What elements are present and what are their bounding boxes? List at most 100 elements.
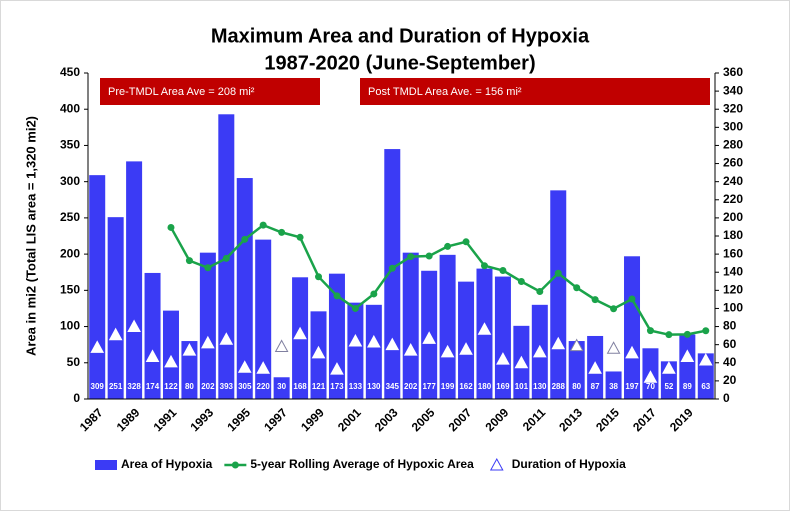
bar (550, 190, 567, 399)
y2-tick-label: 140 (723, 264, 743, 278)
bar (384, 149, 401, 399)
y-tick-label: 150 (60, 283, 80, 297)
marker (606, 341, 621, 354)
y2-tick-label: 280 (723, 138, 743, 152)
marker (311, 345, 326, 359)
y2-tick-label: 200 (723, 210, 743, 224)
line-point (628, 295, 636, 303)
bar-value-label: 305 (238, 382, 252, 391)
marker (643, 370, 658, 383)
marker (477, 322, 492, 335)
bar (236, 178, 253, 399)
legend-swatch (95, 460, 117, 470)
y-tick-label: 250 (60, 210, 80, 224)
y-tick-label: 300 (60, 174, 80, 188)
line-point (702, 327, 710, 335)
y-tick-label: 400 (60, 101, 80, 115)
bar-value-label: 345 (386, 382, 400, 391)
bar-value-label: 133 (349, 382, 363, 391)
y-tick-label: 200 (60, 246, 80, 260)
bar-value-label: 174 (146, 382, 160, 391)
bar (365, 304, 382, 399)
marker (385, 337, 400, 351)
y2-tick-label: 0 (723, 391, 730, 405)
legend-label: Area of Hypoxia (121, 457, 213, 471)
marker (256, 361, 271, 374)
line-point (296, 233, 304, 241)
legend-label: Duration of Hypoxia (512, 457, 626, 471)
line-point (388, 264, 396, 272)
line-point (425, 252, 433, 260)
line-point (241, 235, 249, 243)
y2-tick-label: 20 (723, 373, 737, 387)
marker (145, 349, 160, 362)
line-point (351, 304, 359, 312)
marker (459, 342, 473, 355)
legend-swatch (489, 457, 504, 471)
bar-value-label: 220 (257, 382, 271, 391)
bar (568, 341, 585, 399)
bar-value-label: 202 (201, 382, 215, 391)
line-point (278, 228, 286, 236)
bar-value-label: 52 (664, 382, 673, 391)
y2-tick-label: 100 (723, 301, 743, 315)
marker (440, 344, 455, 358)
bar-value-label: 38 (609, 382, 618, 391)
line-point (370, 290, 378, 298)
bar (107, 217, 124, 399)
line-point (315, 273, 323, 281)
bar-value-label: 101 (515, 382, 529, 391)
marker (201, 335, 215, 349)
bar-value-label: 251 (109, 382, 123, 391)
y-tick-label: 50 (67, 355, 81, 369)
bar-value-label: 169 (496, 382, 510, 391)
bar-value-label: 173 (330, 382, 344, 391)
bar-value-label: 328 (127, 382, 141, 391)
marker (662, 361, 676, 374)
bar (679, 334, 696, 399)
line-point (444, 242, 452, 250)
line-point (407, 253, 415, 261)
line-point (517, 277, 525, 285)
line-point (536, 287, 544, 295)
y2-tick-label: 320 (723, 101, 743, 115)
bar-value-label: 130 (367, 382, 381, 391)
marker (274, 339, 289, 352)
bar-value-label: 89 (683, 382, 692, 391)
bar-value-label: 130 (533, 382, 547, 391)
bar-value-label: 202 (404, 382, 418, 391)
chart-title: Maximum Area and Duration of Hypoxia (211, 25, 590, 47)
annotation-box (360, 78, 710, 105)
line-point (167, 223, 175, 231)
bar-value-label: 80 (572, 382, 581, 391)
bar-value-label: 288 (552, 382, 566, 391)
bar (624, 256, 641, 399)
bar-value-label: 162 (459, 382, 473, 391)
line-point (222, 254, 230, 262)
bar (89, 175, 106, 399)
chart-subtitle: 1987-2020 (June-September) (264, 52, 535, 74)
line-point (573, 284, 581, 292)
bar-value-label: 199 (441, 382, 455, 391)
bar (402, 252, 419, 399)
bar (199, 252, 216, 399)
y2-tick-label: 40 (723, 355, 737, 369)
bar-value-label: 80 (185, 382, 194, 391)
marker (625, 345, 639, 359)
marker (551, 336, 566, 350)
y-tick-label: 350 (60, 138, 80, 152)
line-point (554, 269, 562, 277)
bar (439, 254, 456, 399)
marker (403, 343, 418, 356)
marker (219, 332, 234, 345)
bar-value-label: 393 (220, 382, 234, 391)
bar-value-label: 70 (646, 382, 655, 391)
y-tick-label: 100 (60, 319, 80, 333)
bar-value-label: 197 (625, 382, 639, 391)
y2-tick-label: 260 (723, 156, 743, 170)
line-point (499, 266, 507, 274)
bar-value-label: 180 (478, 382, 492, 391)
line-point (665, 331, 673, 339)
bar-value-label: 177 (422, 382, 436, 391)
